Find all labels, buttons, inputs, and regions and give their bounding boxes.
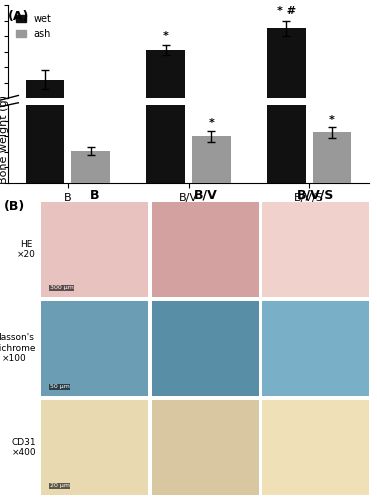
Text: CD31
×400: CD31 ×400 <box>11 438 36 457</box>
Text: 300 μm: 300 μm <box>50 285 74 290</box>
Bar <box>267 105 305 183</box>
Bar <box>192 136 231 183</box>
Title: B: B <box>90 188 100 202</box>
Text: *: * <box>329 114 335 124</box>
Text: Bone weight (g): Bone weight (g) <box>0 96 9 184</box>
Title: B/V: B/V <box>193 188 217 202</box>
Text: HE
×20: HE ×20 <box>17 240 36 259</box>
Bar <box>267 28 305 160</box>
Text: (B): (B) <box>4 200 25 213</box>
Bar <box>146 105 185 183</box>
Title: B/V/S: B/V/S <box>297 188 334 202</box>
Text: * #: * # <box>277 6 296 16</box>
Text: 50 μm: 50 μm <box>50 384 69 390</box>
Text: (A): (A) <box>8 10 29 23</box>
Bar <box>26 80 64 160</box>
Bar <box>72 151 110 183</box>
Legend: wet, ash: wet, ash <box>12 10 55 42</box>
Text: 20 μm: 20 μm <box>50 484 70 488</box>
Bar <box>313 132 351 183</box>
Text: *: * <box>208 118 215 128</box>
Bar <box>146 50 185 160</box>
Bar <box>26 105 64 183</box>
Text: *: * <box>162 30 169 40</box>
Text: Masson's
Trichrome
×100: Masson's Trichrome ×100 <box>0 334 36 363</box>
